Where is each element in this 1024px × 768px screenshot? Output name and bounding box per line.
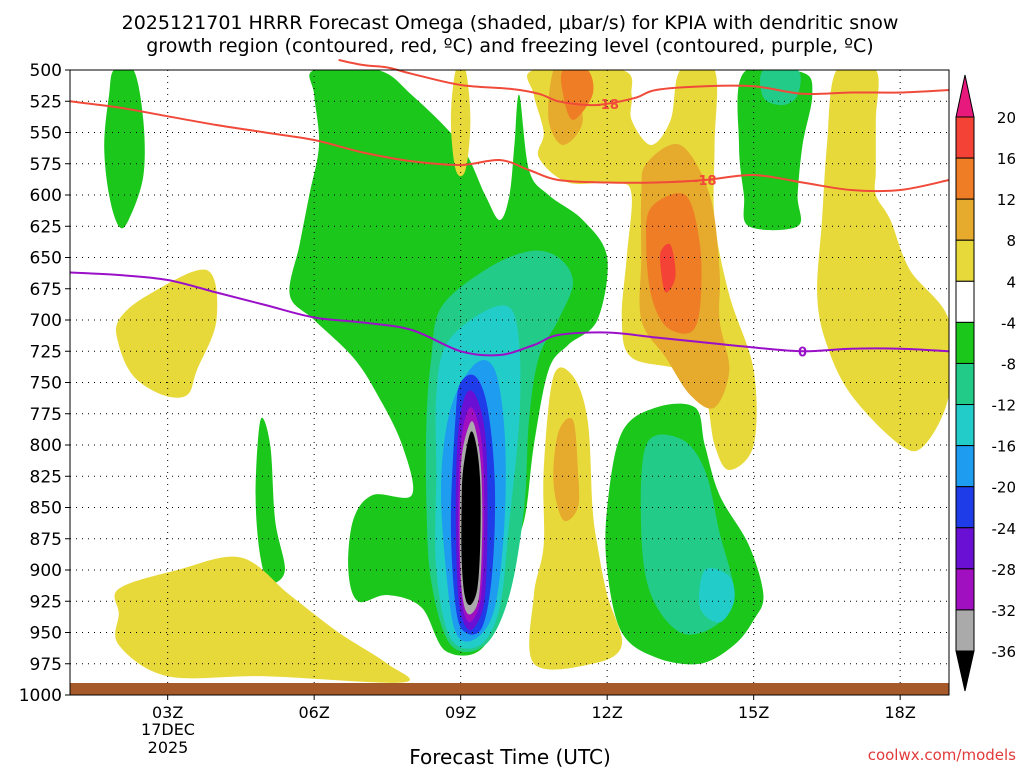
y-tick-label-575: 575 [30,155,62,175]
colorbar-legend: 20 16 12 8 4 -4 -8 -12 -16 -20 -24 -28 -32 -36 [955,74,1017,692]
colorbar-swatch-10 [955,527,975,570]
colorbar-bottom-arrow [955,650,975,692]
omega-region-16 [659,243,676,293]
date-label-year: 2025 [148,738,189,757]
omega-region-4 [115,269,218,398]
x-axis-label: Forecast Time (UTC) [409,745,611,768]
colorbar-label-8: -16 [992,438,1017,456]
x-axis-time: 03Z 06Z 09Z 12Z 15Z 18Z [152,695,916,722]
y-tick-label-925: 925 [30,592,62,612]
omega-region-4 [450,70,471,177]
freezing-level-label: 0 [798,345,807,360]
colorbar-label-5: -4 [1001,314,1016,332]
colorbar-label-13: -36 [992,643,1017,661]
omega-region-neg40 [461,431,481,606]
date-label-day: 17DEC [141,720,195,739]
y-tick-label-550: 550 [30,124,62,144]
y-tick-label-900: 900 [30,561,62,581]
y-tick-label-725: 725 [30,342,62,362]
y-tick-label-1000: 1000 [19,686,62,706]
x-tick-label-03Z: 03Z [152,703,183,722]
dgz-contour-0-label: -18 [693,174,717,189]
y-tick-label-800: 800 [30,436,62,456]
y-tick-label-525: 525 [30,92,62,112]
freezing-level-line [69,271,950,357]
colorbar-label-9: -20 [992,479,1017,497]
colorbar-swatch-8 [955,445,975,488]
y-tick-label-850: 850 [30,499,62,519]
y-tick-label-675: 675 [30,280,62,300]
colorbar-label-4: 4 [1006,273,1016,291]
colorbar-swatch-4 [955,280,975,323]
dgz-contour-0-line [69,100,950,193]
colorbar-label-6: -8 [1001,355,1016,373]
x-tick-label-12Z: 12Z [592,703,623,722]
plot-area: -18 -18 0 [69,59,950,696]
colorbar-label-11: -28 [992,561,1017,579]
y-tick-label-825: 825 [30,467,62,487]
y-tick-label-775: 775 [30,405,62,425]
colorbar-label-12: -32 [992,602,1017,620]
omega-shading [104,70,949,683]
colorbar-label-1: 16 [997,150,1016,168]
colorbar-swatch-5 [955,321,975,364]
dgz-contour-1-label: -18 [595,98,619,113]
y-tick-label-625: 625 [30,217,62,237]
chart-title-line1: 2025121701 HRRR Forecast Omega (shaded, … [122,12,899,34]
colorbar-swatch-1 [955,157,975,200]
omega-region-neg16 [699,568,735,623]
chart-title-line2: growth region (contoured, red, ºC) and f… [146,35,873,57]
temperature-contours: -18 -18 0 [69,59,950,360]
omega-region-neg8 [737,70,813,231]
dgz-contour-1-line [338,59,950,107]
omega-region-neg12 [760,70,801,106]
colorbar-swatch-12 [955,609,975,652]
credit-label: coolwx.com/models [868,746,1016,764]
colorbar-swatch-2 [955,198,975,241]
colorbar-label-2: 12 [997,191,1016,209]
colorbar-label-3: 8 [1006,232,1016,250]
colorbar-swatch-9 [955,486,975,529]
y-axis-pressure: 500 525 550 575 600 625 650 675 700 725 750 775 800 8… [19,61,70,706]
y-tick-label-750: 750 [30,374,62,394]
colorbar-swatch-11 [955,568,975,611]
colorbar-label-0: 20 [997,109,1016,127]
colorbar-swatch-6 [955,362,975,406]
colorbar-swatch-7 [955,404,975,447]
omega-region-8 [553,417,580,522]
x-tick-label-06Z: 06Z [299,703,330,722]
y-tick-label-600: 600 [30,186,62,206]
y-tick-label-700: 700 [30,311,62,331]
y-tick-label-975: 975 [30,655,62,675]
ground-surface [70,683,949,695]
omega-region-12 [560,70,594,120]
x-tick-label-15Z: 15Z [738,703,769,722]
y-tick-label-500: 500 [30,61,62,81]
x-tick-label-18Z: 18Z [885,703,916,722]
colorbar-label-10: -24 [992,520,1017,538]
omega-region-4 [114,556,410,683]
colorbar-label-7: -12 [992,397,1017,415]
colorbar-top-arrow [955,74,975,118]
x-tick-label-09Z: 09Z [445,703,476,722]
y-tick-label-875: 875 [30,530,62,550]
omega-region-neg8 [255,417,285,584]
omega-region-4 [817,70,949,452]
colorbar-swatch-0 [955,116,975,159]
y-tick-label-650: 650 [30,249,62,269]
y-tick-label-950: 950 [30,624,62,644]
colorbar-swatch-3 [955,239,975,282]
omega-region-4 [529,367,623,670]
